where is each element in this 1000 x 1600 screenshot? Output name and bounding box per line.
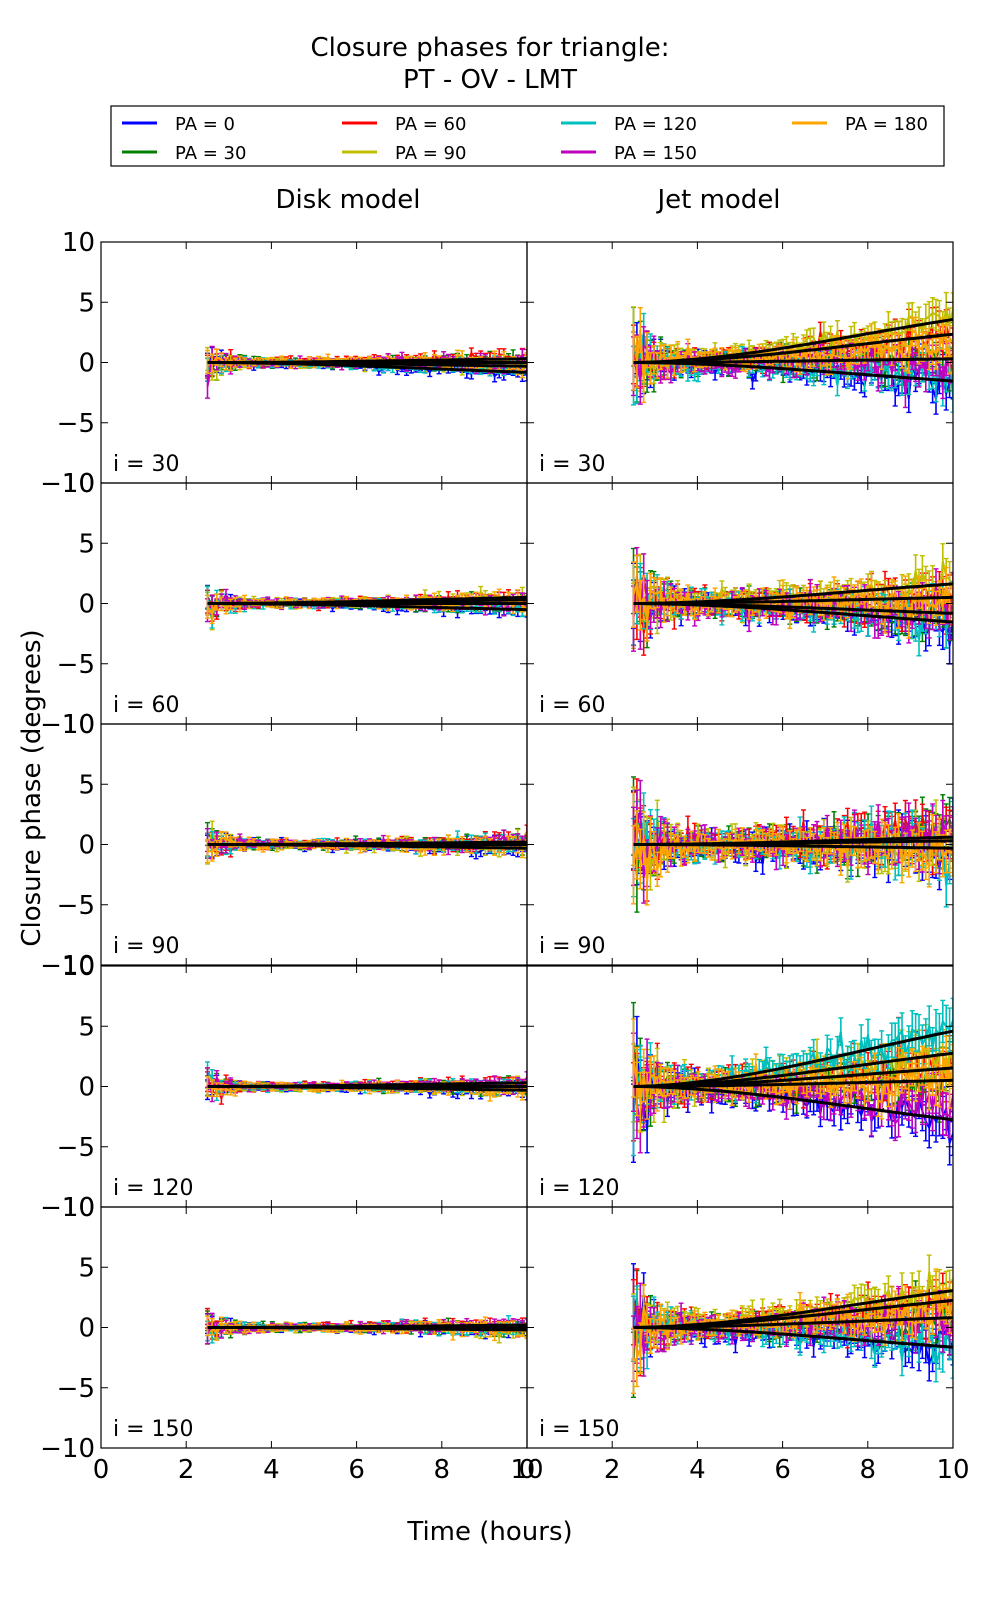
legend-label: PA = 30	[175, 143, 246, 164]
column-title-jet: Jet model	[655, 185, 780, 215]
y-tick-label: 10	[62, 228, 95, 258]
figure-title-line2: PT - OV - LMT	[403, 65, 577, 95]
legend-label: PA = 90	[395, 143, 466, 164]
legend-label: PA = 60	[395, 114, 466, 135]
model-fit-line	[207, 361, 527, 368]
y-tick-label: −10	[40, 469, 95, 499]
legend-label: PA = 150	[614, 143, 697, 164]
legend-label: PA = 0	[175, 114, 235, 135]
panel-plot-area	[205, 584, 527, 631]
y-tick-label: 5	[78, 288, 95, 318]
inclination-label: i = 30	[539, 452, 606, 477]
panel-plot-area	[631, 291, 953, 415]
y-tick-label: −5	[57, 409, 95, 439]
y-tick-label: 0	[78, 349, 95, 379]
legend-label: PA = 120	[614, 114, 697, 135]
figure-title-line1: Closure phases for triangle:	[311, 33, 670, 63]
legend-label: PA = 180	[845, 114, 928, 135]
panel: 10 5 0 −5 −10 i = 30	[40, 228, 528, 499]
legend-frame	[110, 105, 945, 167]
model-fit-line	[633, 317, 953, 364]
legend: PA = 0 PA = 30 PA = 60 PA = 90 PA = 120 PA = …	[110, 105, 945, 167]
panel: i = 30	[526, 241, 954, 484]
column-title-disk: Disk model	[275, 185, 420, 215]
panel-plot-area	[205, 345, 527, 399]
inclination-label: i = 30	[113, 452, 180, 477]
